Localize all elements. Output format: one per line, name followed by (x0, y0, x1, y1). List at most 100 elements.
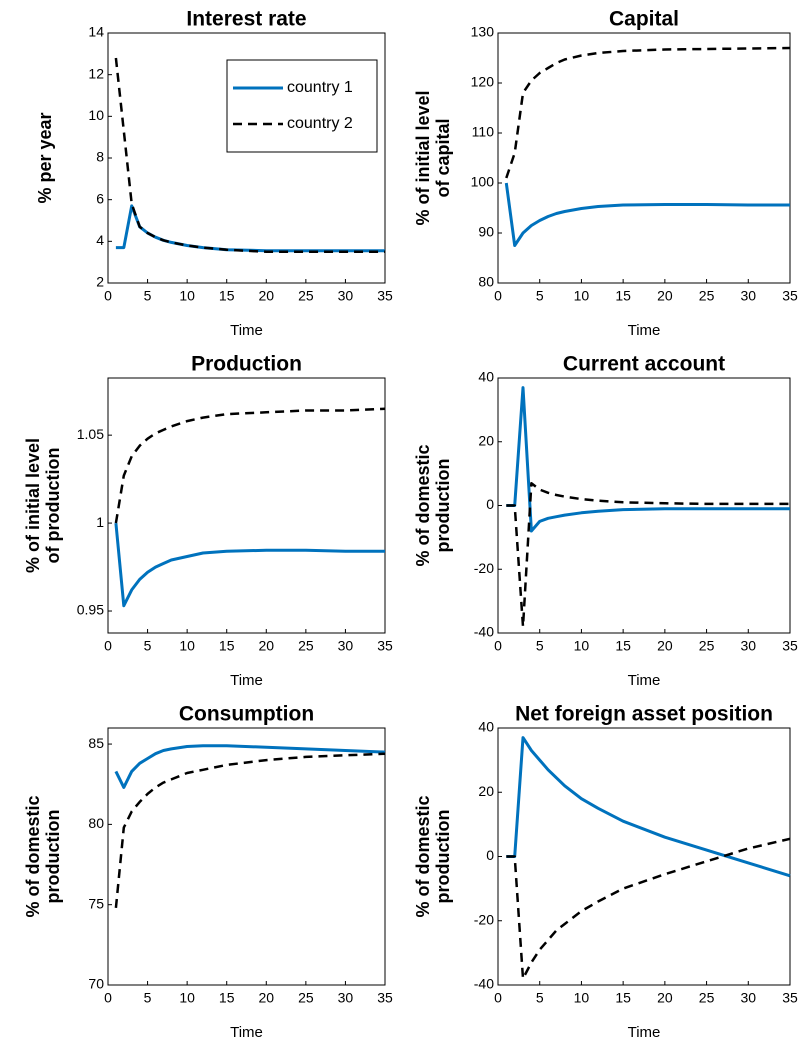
x-tick-label: 5 (144, 990, 152, 1006)
axes-box (107, 727, 386, 986)
y-tick-label: 20 (478, 432, 494, 448)
axes-box (107, 377, 386, 634)
x-tick-label: 25 (298, 990, 314, 1006)
x-tick-label: 25 (699, 638, 715, 654)
y-tick-label: -20 (474, 560, 494, 576)
y-tick-label: 100 (471, 174, 495, 190)
y-axis-label: production (433, 459, 453, 553)
y-tick-label: 1.05 (77, 426, 104, 442)
x-tick-label: 15 (219, 288, 235, 304)
x-tick-label: 30 (338, 990, 354, 1006)
x-tick-label: 0 (494, 288, 502, 304)
series-line (506, 481, 790, 628)
y-tick-label: 0.95 (77, 602, 104, 618)
x-tick-label: 35 (377, 288, 393, 304)
y-tick-label: 8 (96, 149, 104, 165)
y-tick-label: -20 (474, 911, 494, 927)
y-tick-label: 40 (478, 719, 494, 735)
x-tick-label: 0 (104, 638, 112, 654)
x-tick-label: 0 (494, 990, 502, 1006)
series-line (506, 736, 791, 878)
x-tick-label: 5 (536, 288, 544, 304)
legend-label: country 2 (287, 115, 353, 132)
chart-title: Interest rate (186, 8, 306, 31)
x-tick-label: 0 (104, 288, 112, 304)
chart-title: Current account (563, 353, 725, 376)
y-axis-label: % of domestic (23, 795, 43, 917)
series-line (114, 752, 386, 909)
x-tick-label: 10 (179, 638, 195, 654)
y-tick-label: 70 (88, 976, 104, 992)
axes-box (497, 32, 791, 284)
series-line (114, 57, 385, 254)
y-tick-label: 2 (96, 274, 104, 290)
y-tick-label: 120 (471, 74, 495, 90)
x-tick-label: 30 (740, 288, 756, 304)
x-tick-label: 5 (536, 638, 544, 654)
y-tick-label: 0 (486, 847, 494, 863)
x-tick-label: 0 (494, 638, 502, 654)
x-axis-label: Time (628, 672, 661, 689)
x-tick-label: 15 (615, 990, 631, 1006)
axes-box (497, 377, 791, 634)
x-tick-label: 0 (104, 990, 112, 1006)
x-tick-label: 15 (615, 638, 631, 654)
x-tick-label: 20 (258, 288, 274, 304)
y-tick-label: 0 (486, 496, 494, 512)
y-axis-label: production (43, 810, 63, 904)
y-tick-label: 6 (96, 190, 104, 206)
y-tick-label: 85 (88, 735, 104, 751)
y-tick-label: 4 (96, 232, 104, 248)
x-tick-label: 5 (536, 990, 544, 1006)
series-line (114, 407, 386, 524)
series-line (114, 522, 385, 608)
y-tick-label: 40 (478, 369, 494, 385)
x-tick-label: 10 (179, 990, 195, 1006)
x-axis-label: Time (230, 672, 263, 689)
series-line (506, 386, 790, 533)
y-axis-label: of production (43, 448, 63, 564)
x-tick-label: 5 (144, 288, 152, 304)
x-axis-label: Time (230, 322, 263, 339)
y-tick-label: 90 (478, 224, 494, 240)
x-tick-label: 30 (740, 638, 756, 654)
x-tick-label: 30 (338, 638, 354, 654)
x-tick-label: 35 (377, 638, 393, 654)
x-tick-label: 35 (782, 638, 798, 654)
x-tick-label: 15 (219, 990, 235, 1006)
x-tick-label: 5 (144, 638, 152, 654)
chart-title: Production (191, 353, 302, 376)
x-tick-label: 25 (699, 990, 715, 1006)
y-tick-label: 80 (88, 815, 104, 831)
chart-title: Capital (609, 8, 679, 31)
chart-title: Net foreign asset position (515, 703, 773, 726)
y-tick-label: 75 (88, 895, 104, 911)
x-tick-label: 20 (258, 990, 274, 1006)
y-axis-label: % of initial level (413, 90, 433, 225)
y-tick-label: 12 (88, 65, 104, 81)
y-tick-label: -40 (474, 976, 494, 992)
y-tick-label: 1 (96, 514, 104, 530)
x-tick-label: 35 (377, 990, 393, 1006)
legend-label: country 1 (287, 79, 353, 96)
legend-box (226, 59, 378, 153)
series-line (506, 837, 791, 980)
x-axis-label: Time (230, 1024, 263, 1041)
x-tick-label: 10 (179, 288, 195, 304)
x-tick-label: 20 (657, 990, 673, 1006)
x-tick-label: 35 (782, 990, 798, 1006)
y-axis-label: % per year (35, 112, 55, 203)
y-axis-label: of capital (433, 118, 453, 197)
x-tick-label: 20 (258, 638, 274, 654)
y-tick-label: 80 (478, 274, 494, 290)
y-tick-label: 10 (88, 107, 104, 123)
y-tick-label: 130 (471, 24, 495, 40)
y-tick-label: 110 (472, 124, 495, 140)
x-tick-label: 25 (699, 288, 715, 304)
series-line (504, 182, 790, 247)
x-axis-label: Time (628, 322, 661, 339)
x-tick-label: 25 (298, 288, 314, 304)
y-tick-label: 20 (478, 783, 494, 799)
chart-title: Consumption (179, 703, 314, 726)
